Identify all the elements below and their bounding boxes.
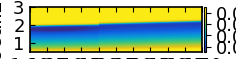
Title: Mean Analysis RMSE (Without model error): Mean Analysis RMSE (Without model error) bbox=[0, 0, 236, 1]
Y-axis label: $s_{loc}$ (Localization): $s_{loc}$ (Localization) bbox=[0, 0, 8, 59]
